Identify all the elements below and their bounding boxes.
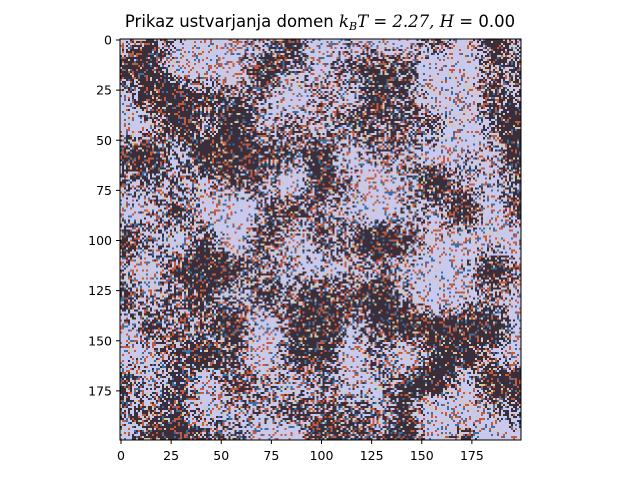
x-tick-label: 175 bbox=[460, 448, 484, 463]
heatmap-image bbox=[120, 39, 521, 440]
x-axis-ticks: 0 25 50 75 100 125 150 175 bbox=[117, 440, 484, 463]
title-prefix: Prikaz ustvarjanja domen bbox=[124, 12, 339, 31]
y-tick-label: 75 bbox=[96, 183, 112, 198]
y-tick-label: 100 bbox=[88, 233, 112, 248]
x-tick-label: 150 bbox=[410, 448, 434, 463]
chart-title: Prikaz ustvarjanja domen kBT = 2.27, H =… bbox=[0, 12, 640, 33]
y-axis-ticks: 0 25 50 75 100 125 150 175 bbox=[88, 33, 120, 398]
x-tick-label: 125 bbox=[360, 448, 384, 463]
axes-frame bbox=[119, 38, 522, 441]
x-tick-label: 100 bbox=[310, 448, 334, 463]
x-tick-label: 75 bbox=[263, 448, 279, 463]
x-tick-label: 0 bbox=[117, 448, 125, 463]
heatmap-lattice bbox=[120, 39, 521, 440]
title-h-value: = 0.00 bbox=[454, 12, 516, 31]
title-temperature: T = 2.27, bbox=[357, 12, 440, 31]
y-tick-label: 125 bbox=[88, 283, 112, 298]
title-h: H bbox=[439, 12, 455, 31]
y-tick-label: 50 bbox=[96, 133, 112, 148]
x-tick-label: 50 bbox=[213, 448, 229, 463]
title-k-subscript: B bbox=[348, 20, 358, 33]
y-tick-label: 175 bbox=[88, 383, 112, 398]
y-tick-label: 25 bbox=[96, 83, 112, 98]
y-tick-label: 150 bbox=[88, 333, 112, 348]
title-k: k bbox=[338, 12, 349, 31]
x-tick-label: 25 bbox=[163, 448, 179, 463]
y-tick-label: 0 bbox=[104, 33, 112, 48]
